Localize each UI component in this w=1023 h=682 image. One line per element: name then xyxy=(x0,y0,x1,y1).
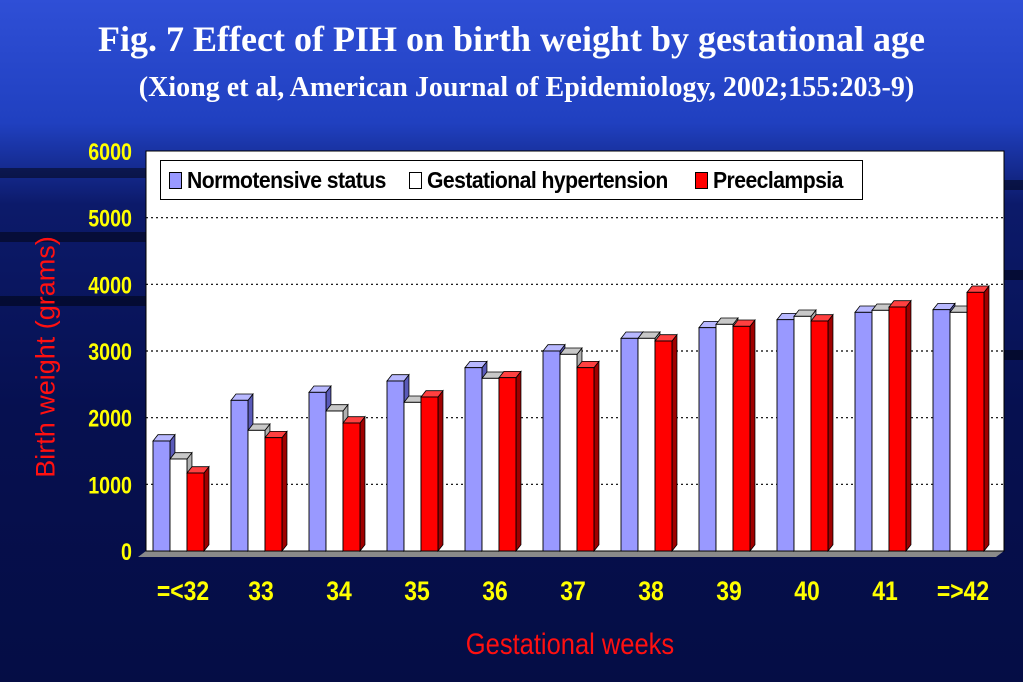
bar xyxy=(498,377,517,552)
bar-side xyxy=(515,370,522,553)
legend-item-normotensive: Normotensive status xyxy=(169,167,403,194)
slide-subtitle: (Xiong et al, American Journal of Epidem… xyxy=(138,72,915,103)
legend-label: Normotensive status xyxy=(187,166,386,193)
legend-item-preeclampsia: Preeclampsia xyxy=(694,166,854,194)
bar xyxy=(559,353,578,552)
x-tick-label: =>42 xyxy=(937,576,989,606)
bar xyxy=(932,309,951,552)
legend-item-gestational-hypertension: Gestational hypertension xyxy=(409,167,689,194)
legend-label: Gestational hypertension xyxy=(427,166,668,193)
bar xyxy=(386,380,405,552)
bar xyxy=(966,291,985,552)
bar xyxy=(871,309,890,552)
x-tick-label: 35 xyxy=(404,576,430,606)
bar-side xyxy=(593,360,600,553)
bar-side xyxy=(203,465,210,553)
bar xyxy=(264,437,283,552)
bar xyxy=(247,429,266,552)
x-axis-label: Gestational weeks xyxy=(465,628,675,661)
bar xyxy=(420,396,439,552)
bar xyxy=(464,367,483,552)
bar xyxy=(715,323,734,552)
bar xyxy=(152,440,171,552)
legend-swatch xyxy=(409,171,423,189)
y-tick-label: 5000 xyxy=(88,205,132,232)
bar-side xyxy=(359,415,366,553)
x-tick-label: 37 xyxy=(560,576,586,606)
y-tick-label: 2000 xyxy=(88,405,132,432)
bar-side xyxy=(905,299,912,553)
bar xyxy=(776,319,795,552)
bar xyxy=(342,422,361,552)
bar-side xyxy=(749,318,756,553)
bar xyxy=(949,311,968,552)
y-tick-label: 3000 xyxy=(88,338,132,365)
y-tick-label: 6000 xyxy=(88,138,132,165)
bar xyxy=(481,377,500,552)
bar xyxy=(542,350,561,552)
x-tick-label: 34 xyxy=(326,576,352,606)
bar xyxy=(654,340,673,552)
bar xyxy=(732,325,751,552)
legend-swatch xyxy=(169,171,182,189)
bar xyxy=(793,315,812,552)
bar xyxy=(888,306,907,552)
x-tick-label: 38 xyxy=(638,576,664,606)
x-tick-label: 40 xyxy=(794,576,820,606)
bar xyxy=(169,458,188,552)
y-tick-label: 0 xyxy=(121,538,132,565)
y-tick-label: 4000 xyxy=(88,271,132,298)
bar xyxy=(308,391,327,552)
chart-floor xyxy=(138,551,1004,557)
bar xyxy=(854,311,873,552)
x-tick-label: 33 xyxy=(248,576,274,606)
bar xyxy=(637,337,656,552)
legend-swatch xyxy=(694,171,708,189)
bar-side xyxy=(437,389,444,553)
bar xyxy=(186,472,205,552)
y-axis-label: Birth weight (grams) xyxy=(30,236,61,478)
x-tick-label: 41 xyxy=(872,576,898,606)
bar xyxy=(576,367,595,552)
x-tick-label: 36 xyxy=(482,576,508,606)
x-tick-label: =<32 xyxy=(157,576,209,606)
bar xyxy=(620,337,639,552)
y-tick-label: 1000 xyxy=(88,471,132,498)
bar-side xyxy=(983,284,990,553)
x-tick-label: 39 xyxy=(716,576,742,606)
bar-side xyxy=(281,430,288,553)
bar xyxy=(698,327,717,552)
bar xyxy=(403,401,422,552)
slide-title: Fig. 7 Effect of PIH on birth weight by … xyxy=(98,19,925,59)
background-stripes xyxy=(0,150,1023,570)
legend-label: Preeclampsia xyxy=(712,166,843,193)
bar-side xyxy=(827,313,834,553)
bar xyxy=(230,399,249,552)
bar xyxy=(810,320,829,552)
bar-side xyxy=(671,333,678,553)
chart-legend: Normotensive status Gestational hyperten… xyxy=(160,160,863,200)
bar xyxy=(325,410,344,552)
